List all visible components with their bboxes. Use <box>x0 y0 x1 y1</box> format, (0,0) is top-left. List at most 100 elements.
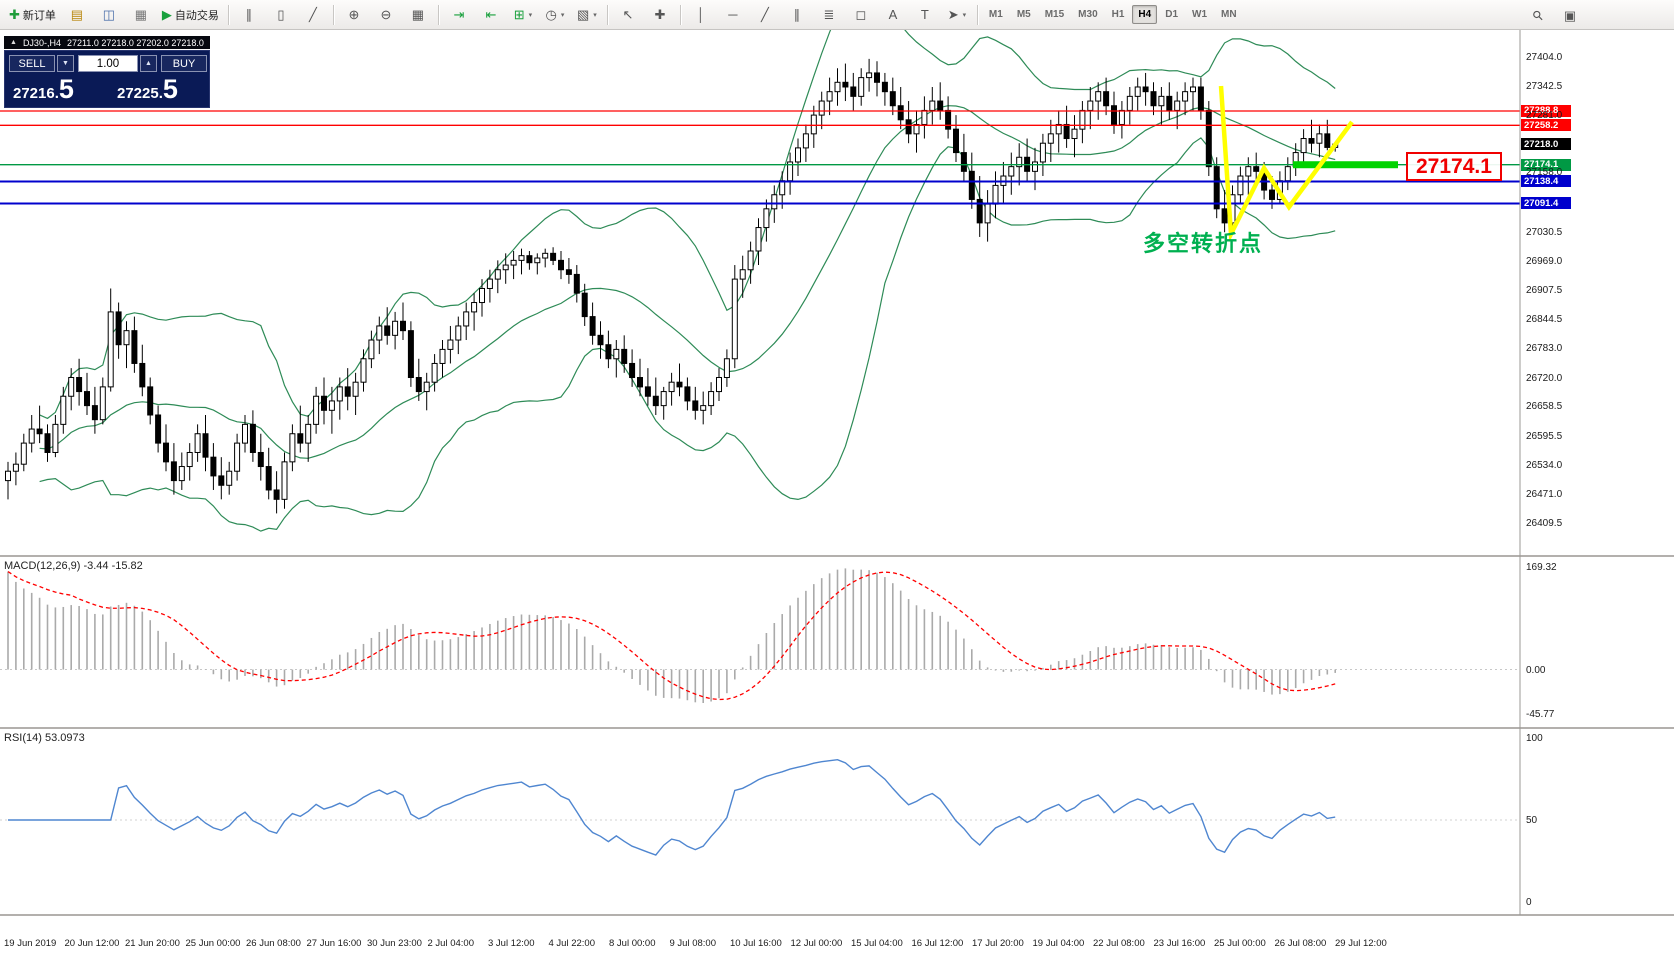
auto-scroll-button[interactable]: ⇥ <box>444 3 474 27</box>
volume-input[interactable] <box>78 55 138 72</box>
time-axis-label: 19 Jul 04:00 <box>1032 938 1085 949</box>
text-button[interactable]: A <box>878 3 908 27</box>
timeframe-m1-button[interactable]: M1 <box>988 9 1003 20</box>
time-axis-label: 4 Jul 22:00 <box>548 938 595 949</box>
cursor-button[interactable]: ↖ <box>613 3 643 27</box>
zoom-in-button[interactable]: ⊕ <box>339 3 369 27</box>
time-axis-label: 23 Jul 16:00 <box>1153 938 1206 949</box>
rsi-axis-tick: 100 <box>1526 733 1543 744</box>
sell-price[interactable]: 27216.5 <box>13 74 74 104</box>
toolbox-icon: ▣ <box>1563 7 1577 23</box>
price-axis-tick: 26969.0 <box>1526 255 1563 267</box>
entry-highlight-segment[interactable] <box>1293 161 1398 169</box>
price-axis-tick: 26907.5 <box>1526 284 1563 296</box>
time-axis-label: 25 Jul 00:00 <box>1214 938 1266 949</box>
templates-button[interactable]: ▧ ▾ <box>572 3 602 27</box>
trendline-icon: ╱ <box>760 7 769 22</box>
time-axis-label: 27 Jun 16:00 <box>306 938 362 949</box>
vertical-line-button[interactable]: │ <box>686 3 716 27</box>
line-chart-icon: ╱ <box>308 7 317 22</box>
channel-button[interactable]: ∥ <box>782 3 812 27</box>
time-axis-label: 26 Jun 08:00 <box>246 938 301 949</box>
arrows-icon: ➤ <box>947 7 959 22</box>
arrows-button[interactable]: ➤ ▾ <box>942 3 972 27</box>
crosshair-button[interactable]: ✚ <box>645 3 675 27</box>
rsi-panel[interactable] <box>0 758 1520 856</box>
toolbar-separator <box>227 4 229 25</box>
time-axis-label: 19 Jun 2019 <box>4 938 57 949</box>
vertical-line-icon: │ <box>696 7 705 22</box>
navigator-button[interactable]: ◫ <box>94 3 124 27</box>
price-level-tag: 27138.4 <box>1521 175 1571 188</box>
text-label-icon: T <box>920 7 929 22</box>
terminal-button[interactable]: ▦ <box>126 3 156 27</box>
indicators-icon: ⊞ <box>513 7 525 22</box>
tile-windows-icon: ▦ <box>411 7 425 22</box>
volume-up-spinner[interactable]: ▲ <box>140 55 157 72</box>
time-axis-label: 10 Jul 16:00 <box>730 938 782 949</box>
line-chart-button[interactable]: ╱ <box>298 3 328 27</box>
macd-signal-line <box>7 571 1336 701</box>
time-axis-label: 15 Jul 04:00 <box>851 938 903 949</box>
price-callout-box[interactable]: 27174.1 <box>1406 152 1502 181</box>
time-axis-label: 25 Jun 00:00 <box>185 938 241 949</box>
chart-symbol-header[interactable]: ▲ DJ30-,H4 27211.0 27218.0 27202.0 27218… <box>4 36 210 49</box>
timeframe-m5-button[interactable]: M5 <box>1016 9 1031 20</box>
price-axis-tick: 27404.0 <box>1526 52 1563 63</box>
search-icon: ⚲ <box>1529 6 1547 24</box>
price-level-tag: 27218.0 <box>1521 138 1571 151</box>
timeframe-mn-button[interactable]: MN <box>1221 9 1237 20</box>
time-axis-label: 8 Jul 00:00 <box>609 938 656 949</box>
indicators-button[interactable]: ⊞ ▾ <box>508 3 538 27</box>
volume-down-spinner[interactable]: ▼ <box>57 55 74 72</box>
timeframe-h1-button[interactable]: H1 <box>1111 9 1125 20</box>
time-axis-label: 3 Jul 12:00 <box>488 938 535 949</box>
toolbar-right-group: ⚲ ▣ <box>1522 3 1586 27</box>
buy-price[interactable]: 27225.5 <box>117 74 178 104</box>
zoom-out-button[interactable]: ⊖ <box>371 3 401 27</box>
timeframe-h4-button[interactable]: H4 <box>1132 5 1158 24</box>
price-axis-tick: 27158.0 <box>1526 167 1563 179</box>
tile-windows-button[interactable]: ▦ <box>403 3 433 27</box>
price-axis-tick: 26595.5 <box>1526 430 1563 442</box>
periods-button[interactable]: ◷ ▾ <box>540 3 570 27</box>
timeframe-w1-button[interactable]: W1 <box>1192 9 1208 20</box>
rsi-label: RSI(14) 53.0973 <box>4 732 85 744</box>
horizontal-line-button[interactable]: ─ <box>718 3 748 27</box>
toolbar-separator <box>437 4 439 25</box>
zoom-out-icon: ⊖ <box>380 7 392 22</box>
chart-shift-button[interactable]: ⇤ <box>476 3 506 27</box>
collapse-arrow-icon[interactable]: ▲ <box>10 39 17 46</box>
market-watch-button[interactable]: ▤ <box>62 3 92 27</box>
cursor-icon: ↖ <box>622 7 634 22</box>
price-axis-tick: 26658.5 <box>1526 401 1563 413</box>
timeframe-m30-button[interactable]: M30 <box>1078 9 1098 20</box>
toolbox-button[interactable]: ▣ <box>1555 3 1585 27</box>
buy-button[interactable]: BUY <box>161 55 207 72</box>
macd-axis-tick: 169.32 <box>1526 562 1557 573</box>
text-label-button[interactable]: T <box>910 3 940 27</box>
price-axis-tick: 26844.5 <box>1526 314 1563 326</box>
shapes-button[interactable]: ◻ <box>846 3 876 27</box>
macd-axis-tick: -45.77 <box>1526 709 1555 720</box>
search-button[interactable]: ⚲ <box>1523 3 1553 27</box>
rsi-axis-tick: 0 <box>1526 897 1532 908</box>
one-click-trading-panel: SELL ▼ ▲ BUY 27216.5 27225.5 <box>4 50 210 108</box>
sell-button[interactable]: SELL <box>9 55 55 72</box>
zoom-in-icon: ⊕ <box>348 7 360 22</box>
timeframe-m15-button[interactable]: M15 <box>1044 9 1065 20</box>
macd-panel[interactable] <box>0 568 1520 704</box>
timeframe-d1-button[interactable]: D1 <box>1165 9 1179 20</box>
bar-chart-button[interactable]: ∥ <box>234 3 264 27</box>
zigzag-annotation[interactable] <box>1218 85 1354 243</box>
fibonacci-button[interactable]: ≣ <box>814 3 844 27</box>
time-axis-label: 2 Jul 04:00 <box>427 938 474 949</box>
chart-canvas[interactable] <box>0 30 1674 957</box>
time-axis-label: 20 Jun 12:00 <box>64 938 120 949</box>
candlestick-chart-button[interactable]: ▯ <box>266 3 296 27</box>
new-order-button[interactable]: ✚ 新订单 <box>5 3 60 27</box>
auto-trading-button[interactable]: ▶ 自动交易 <box>158 3 223 27</box>
bollinger-lower <box>39 137 1336 532</box>
trendline-button[interactable]: ╱ <box>750 3 780 27</box>
main-toolbar: ✚ 新订单 ▤ ◫ ▦ ▶ 自动交易 ∥ ▯ ╱ ⊕ ⊖ ▦ ⇥ ⇤ ⊞ ▾ ◷ ▾ ▧ ▾ ↖ ✚ │ ─ ╱ ∥ ≣ ◻ A T ➤ ▾ M1… <box>0 0 1674 30</box>
